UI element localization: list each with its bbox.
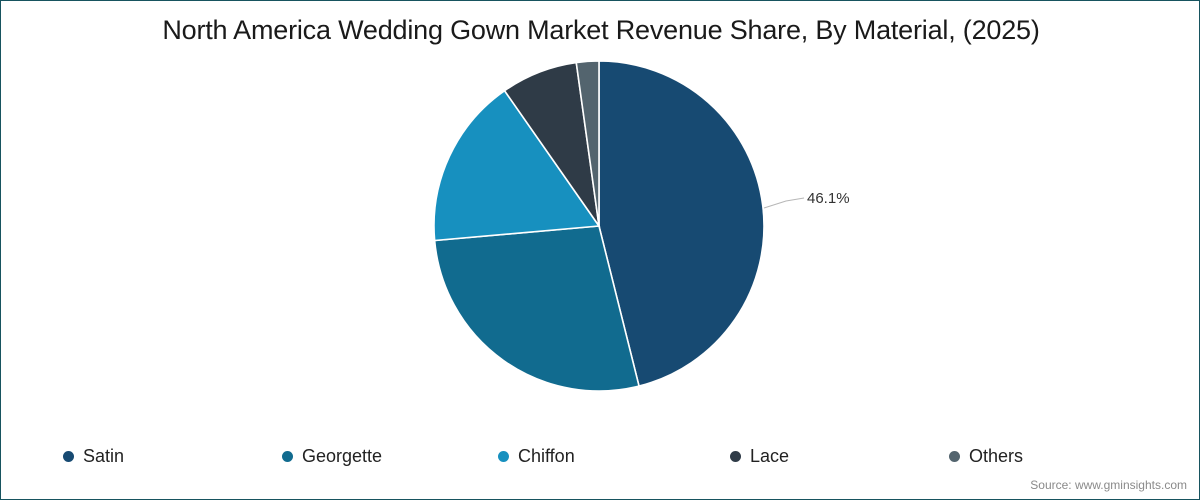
legend-marker-lace <box>730 450 741 462</box>
legend-label-chiffon: Chiffon <box>518 446 575 466</box>
legend-item-lace[interactable]: Lace <box>730 441 789 471</box>
chart-legend: Satin Georgette Chiffon Lace Others <box>1 441 1200 475</box>
data-label-leader-line <box>763 197 805 209</box>
legend-label-georgette: Georgette <box>302 446 383 466</box>
pie-slices-group <box>433 60 765 392</box>
legend-label-lace: Lace <box>750 446 790 466</box>
data-label-satin: 46.1% <box>807 190 850 207</box>
chart-title: North America Wedding Gown Market Revenu… <box>162 15 1040 45</box>
legend-item-georgette[interactable]: Georgette <box>282 441 382 471</box>
pie-slice-satin[interactable] <box>598 60 765 388</box>
legend-item-others[interactable]: Others <box>949 441 1023 471</box>
legend-marker-others <box>949 450 960 462</box>
legend-item-chiffon[interactable]: Chiffon <box>498 441 575 471</box>
legend-marker-satin <box>63 450 74 462</box>
legend-label-satin: Satin <box>83 446 125 466</box>
pie-chart-area: 46.1% <box>1 1 1200 431</box>
source-attribution: Source: www.gminsights.com <box>1030 478 1187 492</box>
legend-label-others: Others <box>969 446 1024 466</box>
pie-slice-georgette[interactable] <box>433 225 641 392</box>
pie-slice-others[interactable] <box>575 60 600 227</box>
legend-item-satin[interactable]: Satin <box>63 441 124 471</box>
pie-chart-svg <box>433 60 805 392</box>
pie-slice-chiffon[interactable] <box>433 89 601 242</box>
legend-marker-georgette <box>282 450 293 462</box>
legend-marker-chiffon <box>498 450 509 462</box>
